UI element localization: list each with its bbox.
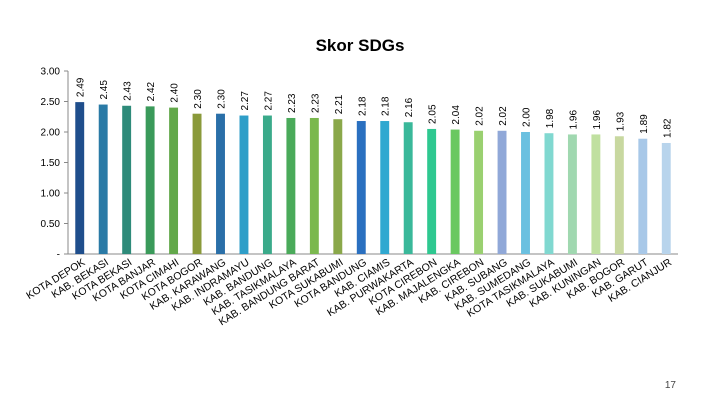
- data-label: 2.30: [193, 89, 204, 109]
- bar: [122, 105, 132, 255]
- data-label: 1.89: [639, 114, 650, 134]
- data-label: 2.21: [334, 94, 345, 114]
- bar: [450, 129, 460, 254]
- data-label: 2.04: [451, 105, 462, 125]
- bar: [638, 138, 648, 254]
- data-label: 2.18: [357, 96, 368, 116]
- bar: [356, 121, 366, 255]
- data-label: 1.96: [568, 110, 579, 130]
- y-tick-label: 0.50: [41, 219, 61, 230]
- bar: [544, 133, 554, 254]
- chart-title: Skor SDGs: [315, 36, 405, 55]
- bar: [661, 142, 671, 254]
- data-label: 2.45: [99, 80, 110, 100]
- y-tick-label: 1.00: [41, 189, 61, 200]
- data-label: 2.43: [123, 81, 134, 101]
- data-label: 2.00: [522, 107, 533, 127]
- y-tick-label: -: [57, 250, 60, 261]
- data-label: 2.40: [170, 83, 181, 103]
- data-label: 2.18: [381, 96, 392, 116]
- bar: [497, 130, 507, 254]
- bar: [333, 119, 343, 254]
- bar: [427, 128, 437, 254]
- data-label: 2.02: [475, 106, 486, 126]
- data-label: 2.02: [498, 106, 509, 126]
- y-tick-label: 3.00: [41, 67, 61, 78]
- bar: [262, 115, 272, 254]
- y-tick-label: 2.00: [41, 128, 61, 139]
- bar: [567, 134, 577, 254]
- data-label: 2.42: [146, 81, 157, 101]
- bar: [380, 121, 390, 255]
- bar: [474, 130, 484, 254]
- bar: [169, 107, 179, 254]
- y-tick-label: 2.50: [41, 97, 61, 108]
- bar: [192, 113, 202, 254]
- bar: [75, 102, 85, 254]
- data-label: 2.49: [76, 77, 87, 97]
- bar: [591, 134, 601, 254]
- y-tick-label: 1.50: [41, 158, 61, 169]
- data-label: 2.16: [404, 97, 415, 117]
- bar: [403, 122, 413, 255]
- bar: [98, 104, 108, 254]
- bar: [216, 113, 225, 254]
- data-label: 2.05: [428, 104, 439, 124]
- data-label: 1.82: [662, 118, 673, 138]
- data-label: 2.27: [240, 91, 251, 111]
- bar: [286, 117, 296, 254]
- bar: [521, 132, 530, 254]
- bar: [614, 136, 624, 254]
- data-label: 2.27: [263, 91, 274, 111]
- data-label: 2.30: [217, 89, 228, 109]
- data-label: 2.23: [310, 93, 321, 113]
- bar: [145, 106, 155, 254]
- data-label: 2.23: [287, 93, 298, 113]
- bar: [309, 117, 319, 254]
- data-label: 1.98: [545, 108, 556, 128]
- bar: [239, 115, 249, 254]
- data-label: 1.96: [592, 110, 603, 130]
- data-label: 1.93: [615, 111, 626, 131]
- page-number: 17: [664, 380, 676, 391]
